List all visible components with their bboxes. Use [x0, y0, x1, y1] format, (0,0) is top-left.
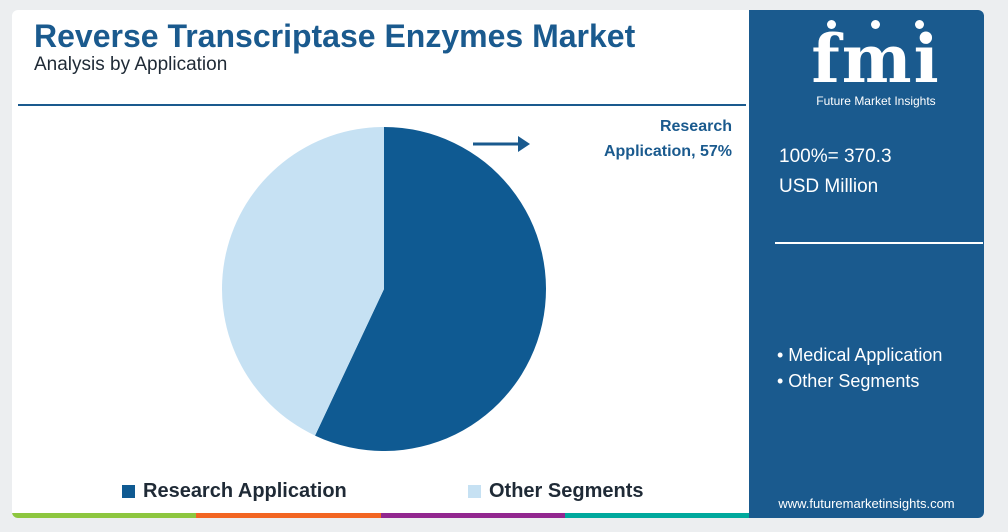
callout-arrow	[473, 136, 530, 152]
callout-line-1: Research	[659, 118, 732, 135]
segment-item-medical: • Medical Application	[777, 345, 943, 365]
research-callout: Research Application, 57%	[572, 114, 732, 164]
page-subtitle: Analysis by Application	[34, 54, 228, 75]
legend-item-other: Other Segments	[468, 480, 643, 503]
market-total: 100%= 370.3 USD Million	[779, 142, 892, 202]
info-sidebar: fmi Future Market Insights 100%= 370.3 U…	[749, 10, 984, 518]
page-title: Reverse Transcriptase Enzymes Market	[34, 18, 636, 54]
legend-label-research: Research Application	[143, 480, 347, 502]
bottom-bar-teal	[564, 513, 749, 518]
bottom-color-bar	[12, 513, 749, 518]
fmi-logo: fmi Future Market Insights	[791, 20, 961, 110]
bottom-bar-green	[12, 513, 197, 518]
pie-slices	[222, 127, 547, 451]
sidebar-divider	[775, 242, 983, 244]
legend-swatch-other	[468, 485, 481, 498]
infographic-card: Reverse Transcriptase Enzymes Market Ana…	[12, 10, 984, 518]
segment-item-other: • Other Segments	[777, 371, 920, 391]
callout-line-2: Application, 57%	[603, 143, 732, 160]
market-total-unit: USD Million	[779, 176, 879, 197]
pie-slice-research-application	[315, 127, 547, 451]
header-divider	[18, 104, 746, 106]
legend-item-research: Research Application	[122, 480, 347, 503]
pie-chart	[222, 127, 547, 451]
bottom-bar-orange	[196, 513, 381, 518]
legend-swatch-research	[122, 485, 135, 498]
logo-tagline: Future Market Insights	[816, 94, 936, 108]
website-link[interactable]: www.futuremarketinsights.com	[778, 496, 955, 511]
segment-list: • Medical Application • Other Segments	[777, 342, 942, 394]
bottom-bar-purple	[380, 513, 565, 518]
legend-label-other: Other Segments	[489, 480, 644, 502]
logo-wordmark: fmi	[811, 20, 941, 98]
pie-slice-other-segments	[222, 127, 384, 436]
market-total-value: 100%= 370.3	[779, 146, 892, 167]
